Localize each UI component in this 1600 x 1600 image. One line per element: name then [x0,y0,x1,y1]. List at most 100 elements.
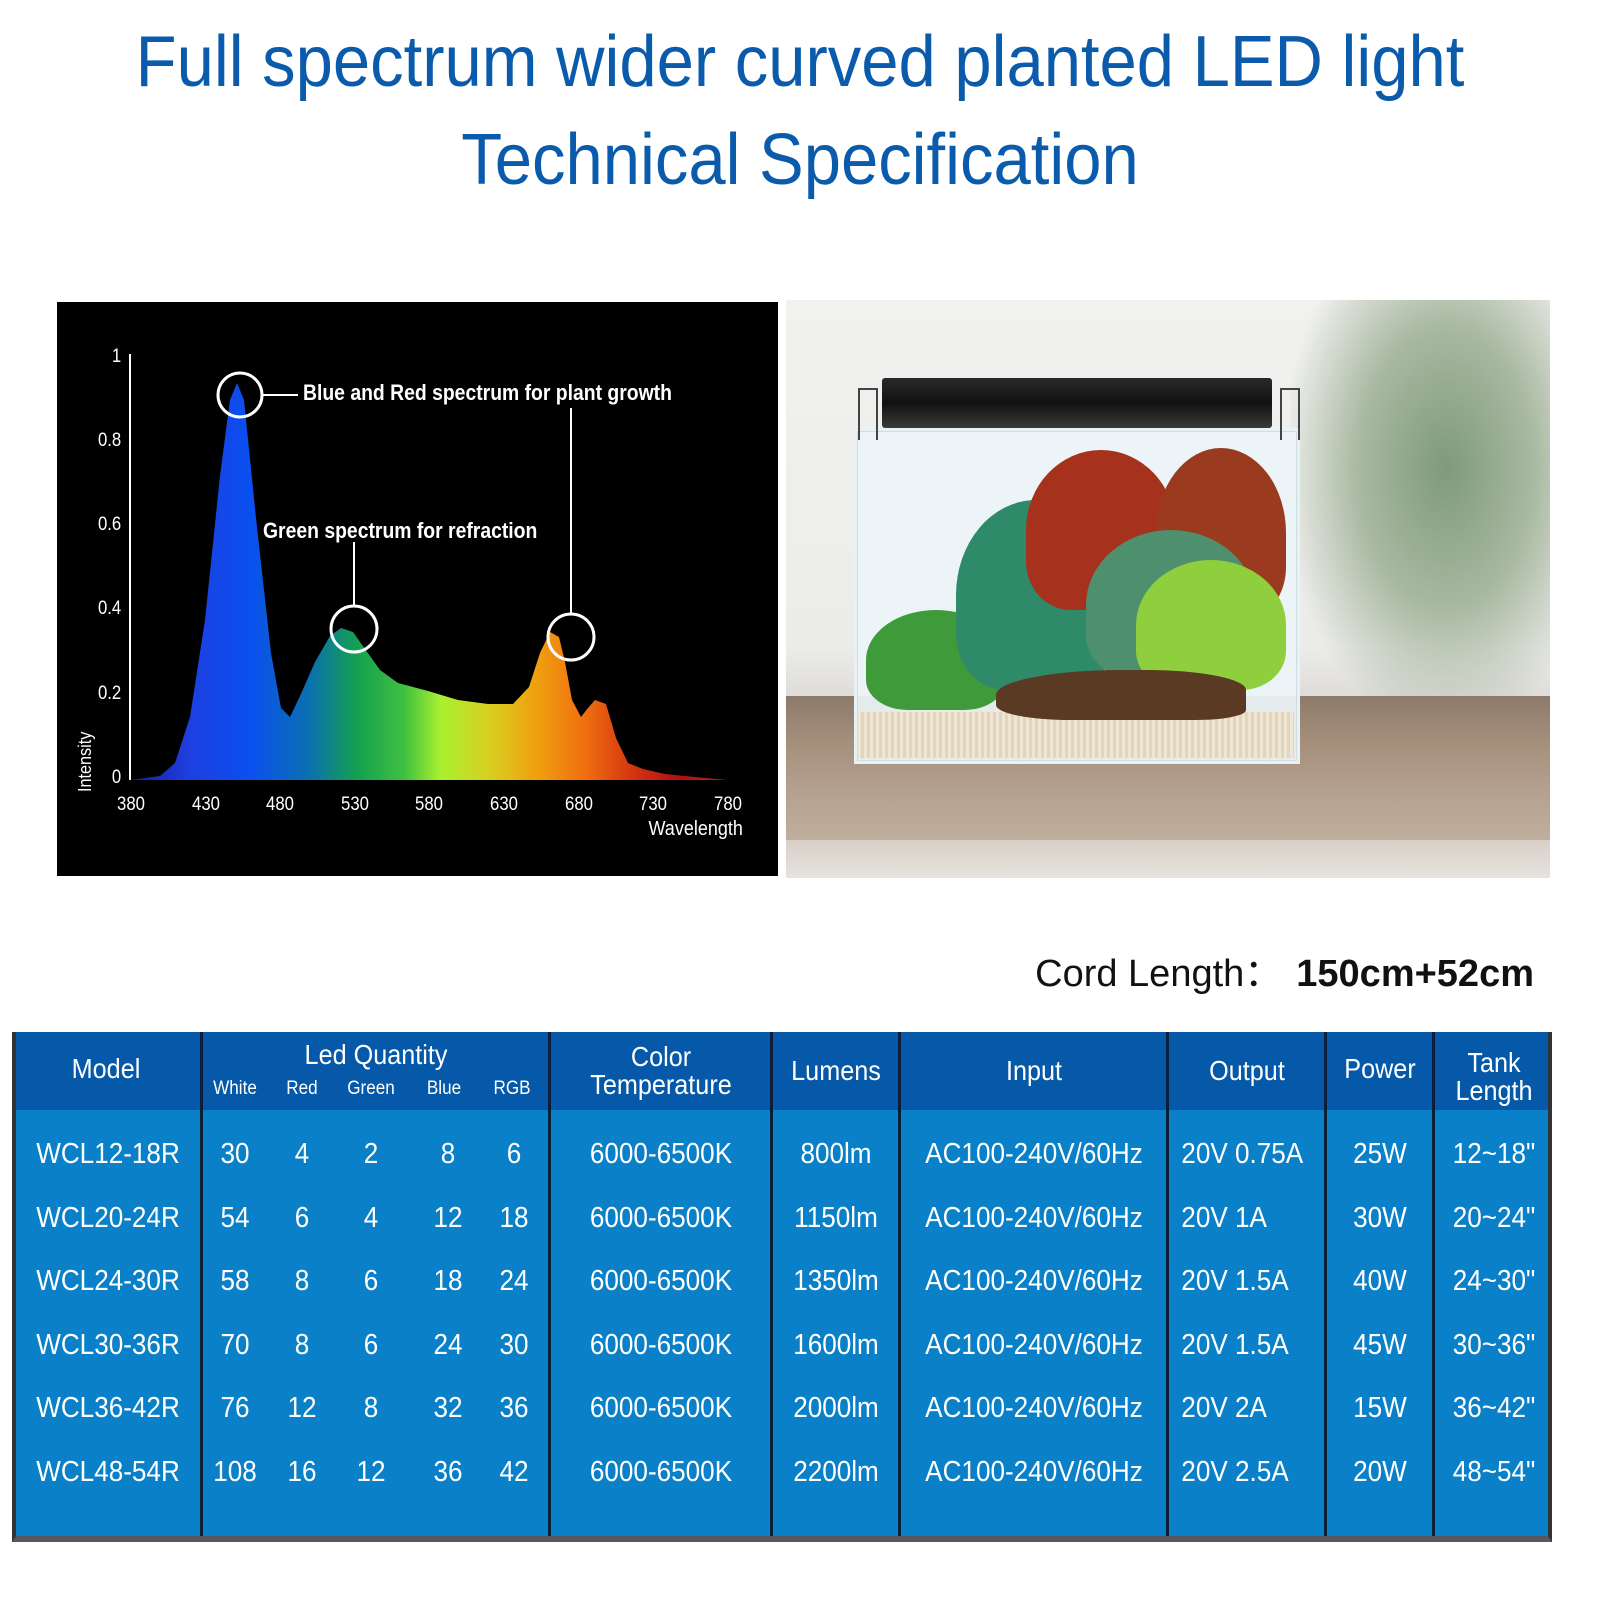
cell-model: WCL30-36R [36,1329,180,1361]
spec-table: Model Led Quantity White Red Green Blue … [12,1032,1552,1542]
cell-rgb: 42 [499,1456,529,1488]
cell-rgb: 6 [506,1138,522,1170]
cell-model: WCL20-24R [36,1202,180,1234]
cell-lumens: 2200lm [793,1456,879,1488]
cell-green: 12 [356,1456,386,1488]
header-color-temp-line1: Color [630,1041,692,1072]
x-axis-title: Wavelength [648,818,743,840]
cell-white: 30 [220,1138,250,1170]
cell-red: 16 [287,1456,317,1488]
cell-output: 20V 2A [1181,1392,1267,1424]
x-tick: 730 [639,794,667,815]
cell-color-temp: 6000-6500K [589,1265,733,1297]
header-input: Input [1005,1055,1063,1086]
cord-length-value: 150cm+52cm [1296,953,1534,995]
cell-tank: 24~30" [1452,1265,1536,1297]
cell-red: 8 [294,1329,310,1361]
cell-green: 6 [363,1265,379,1297]
cell-model: WCL24-30R [36,1265,180,1297]
header-led-quantity: Led Quantity [304,1039,448,1070]
cell-tank: 12~18" [1452,1138,1536,1170]
cell-rgb: 30 [499,1329,529,1361]
header-white: White [213,1078,257,1099]
annotation-green: Green spectrum for refraction [263,518,538,543]
cell-white: 70 [220,1329,250,1361]
x-tick: 480 [266,794,294,815]
cell-color-temp: 6000-6500K [589,1392,733,1424]
cell-input: AC100-240V/60Hz [925,1392,1143,1424]
header-rgb: RGB [493,1078,531,1099]
header-green: Green [347,1078,395,1099]
cell-lumens: 800lm [800,1138,872,1170]
bracket-left [858,388,878,440]
cell-power: 30W [1353,1202,1407,1234]
cell-blue: 18 [433,1265,463,1297]
header-blue: Blue [426,1078,462,1099]
cell-red: 6 [294,1202,310,1234]
y-tick: 0.4 [97,598,122,619]
header-red: Red [286,1078,318,1099]
cell-white: 58 [220,1265,250,1297]
x-tick: 630 [490,794,518,815]
bracket-right [1280,388,1300,440]
page-subtitle: Technical Specification [461,120,1139,200]
cell-tank: 48~54" [1452,1456,1536,1488]
x-tick: 430 [192,794,220,815]
page-title: Full spectrum wider curved planted LED l… [135,22,1465,102]
cell-power: 40W [1353,1265,1407,1297]
y-tick: 1 [111,346,122,367]
cell-rgb: 18 [499,1202,529,1234]
cell-output: 20V 0.75A [1181,1138,1304,1170]
cell-white: 108 [213,1456,257,1488]
cell-tank: 20~24" [1452,1202,1536,1234]
cell-tank: 30~36" [1452,1329,1536,1361]
annotation-blue-red: Blue and Red spectrum for plant growth [303,380,672,405]
table-header [16,1032,1548,1110]
cell-model: WCL36-42R [36,1392,180,1424]
x-tick: 530 [341,794,369,815]
x-tick: 580 [415,794,443,815]
cell-power: 45W [1353,1329,1407,1361]
cell-lumens: 1600lm [793,1329,879,1361]
cell-lumens: 2000lm [793,1392,879,1424]
cell-blue: 8 [440,1138,456,1170]
cell-input: AC100-240V/60Hz [925,1456,1143,1488]
cell-white: 54 [220,1202,250,1234]
header-tank-line1: Tank [1467,1047,1521,1078]
header-tank-line2: Length [1455,1075,1533,1106]
header-model: Model [71,1053,141,1084]
cell-rgb: 24 [499,1265,529,1297]
cell-lumens: 1150lm [794,1202,878,1234]
cell-color-temp: 6000-6500K [589,1329,733,1361]
cell-color-temp: 6000-6500K [589,1138,733,1170]
cell-input: AC100-240V/60Hz [925,1329,1143,1361]
aquarium-photo [786,300,1550,878]
cell-green: 6 [363,1329,379,1361]
driftwood [996,670,1246,720]
cell-blue: 36 [433,1456,463,1488]
cell-red: 12 [287,1392,317,1424]
header-power: Power [1344,1053,1416,1084]
column-divider [1432,1032,1435,1536]
column-divider [898,1032,901,1536]
cell-green: 2 [363,1138,379,1170]
background-plant-blur [1290,300,1550,720]
cell-blue: 24 [433,1329,463,1361]
column-divider [770,1032,773,1536]
cell-power: 25W [1353,1138,1407,1170]
cell-color-temp: 6000-6500K [589,1456,733,1488]
x-tick: 780 [714,794,742,815]
cell-white: 76 [220,1392,250,1424]
cell-green: 4 [363,1202,379,1234]
column-divider [200,1032,203,1536]
y-axis-title: Intensity [75,731,95,792]
x-tick: 680 [565,794,593,815]
cord-length: Cord Length： 150cm+52cm [1035,942,1534,997]
cell-blue: 32 [433,1392,463,1424]
cell-input: AC100-240V/60Hz [925,1138,1143,1170]
cell-tank: 36~42" [1452,1392,1536,1424]
cell-output: 20V 1A [1181,1202,1267,1234]
column-divider [548,1032,551,1536]
y-tick: 0.8 [97,430,122,451]
x-tick: 380 [117,794,145,815]
